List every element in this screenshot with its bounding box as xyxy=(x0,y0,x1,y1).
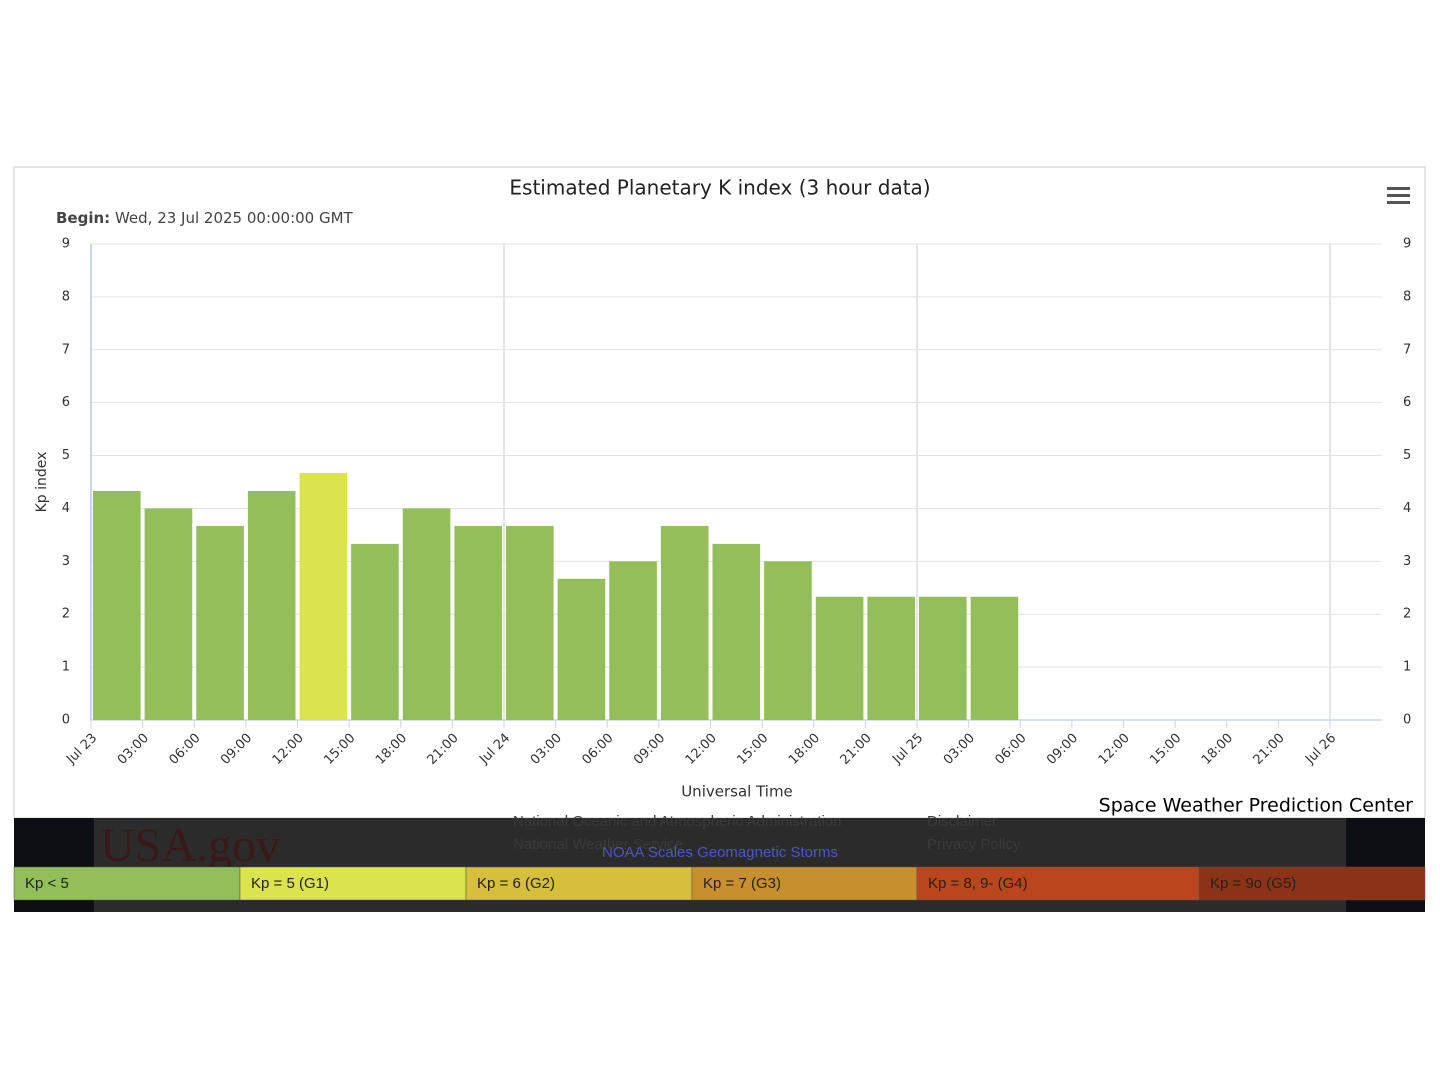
footer-link[interactable]: National Weather Service xyxy=(513,836,683,853)
legend-swatch xyxy=(1198,866,1426,901)
subtitle-label: Begin: xyxy=(56,209,110,227)
legend-item: Kp = 5 (G1) xyxy=(239,866,467,901)
y2-tick-label: 0 xyxy=(1403,713,1411,728)
bar xyxy=(196,525,244,720)
bar xyxy=(609,561,657,720)
legend-label: Kp = 5 (G1) xyxy=(251,875,329,892)
y-tick-label: 7 xyxy=(62,342,70,357)
footer-link[interactable]: National Oceanic and Atmospheric Adminis… xyxy=(513,813,842,830)
bar xyxy=(557,578,606,720)
y2-tick-label: 4 xyxy=(1403,501,1411,516)
bar xyxy=(712,543,761,720)
bar xyxy=(454,525,502,720)
y2-tick-label: 9 xyxy=(1403,237,1411,252)
bar xyxy=(402,508,451,720)
legend-item: Kp = 7 (G3) xyxy=(691,866,918,901)
y-tick-label: 3 xyxy=(62,554,70,569)
footer-link[interactable]: Disclaimer xyxy=(927,813,997,830)
y-axis-title: Kp index xyxy=(34,452,50,513)
y-tick-label: 0 xyxy=(62,713,70,728)
bar xyxy=(970,596,1019,720)
menu-bar xyxy=(1387,187,1410,190)
bar xyxy=(506,525,554,720)
menu-bar xyxy=(1387,194,1410,197)
bar xyxy=(764,561,812,720)
bar xyxy=(919,596,967,720)
y-tick-label: 5 xyxy=(62,448,70,463)
legend-swatch xyxy=(13,866,241,901)
y-tick-label: 2 xyxy=(62,607,70,622)
bar xyxy=(247,490,296,720)
y2-tick-label: 8 xyxy=(1403,289,1411,304)
legend-item: Kp < 5 xyxy=(13,866,241,901)
legend-label: Kp = 7 (G3) xyxy=(703,875,781,892)
footer-logo: USA.gov xyxy=(100,819,280,872)
legend-item: Kp = 9o (G5) xyxy=(1198,866,1426,901)
legend-label: Kp = 9o (G5) xyxy=(1210,875,1296,892)
menu-bar xyxy=(1387,201,1410,204)
y-tick-label: 1 xyxy=(62,660,70,675)
legend-label: Kp = 8, 9- (G4) xyxy=(928,875,1028,892)
y2-tick-label: 5 xyxy=(1403,448,1411,463)
chart-title: Estimated Planetary K index (3 hour data… xyxy=(509,176,930,200)
y-tick-label: 8 xyxy=(62,289,70,304)
legend-item: Kp = 8, 9- (G4) xyxy=(916,866,1200,901)
y2-tick-label: 6 xyxy=(1403,395,1411,410)
footer-link[interactable]: Privacy Policy xyxy=(927,836,1021,853)
y-tick-label: 6 xyxy=(62,395,70,410)
menu-button[interactable] xyxy=(1387,187,1410,204)
y-tick-label: 4 xyxy=(62,501,70,516)
y2-tick-label: 2 xyxy=(1403,607,1411,622)
bar xyxy=(144,508,193,720)
scales-title: NOAA Scales Geomagnetic Storms xyxy=(602,844,838,861)
chart-subtitle: Begin: Wed, 23 Jul 2025 00:00:00 GMT xyxy=(56,209,354,227)
bar xyxy=(660,525,709,720)
x-axis-title: Universal Time xyxy=(681,783,793,801)
bar xyxy=(867,596,915,720)
credits: Space Weather Prediction Center xyxy=(1099,795,1414,817)
legend-swatch xyxy=(239,866,467,901)
y2-tick-label: 1 xyxy=(1403,660,1411,675)
bar xyxy=(815,596,864,720)
subtitle-text: Wed, 23 Jul 2025 00:00:00 GMT xyxy=(115,209,354,227)
y2-tick-label: 7 xyxy=(1403,342,1411,357)
bar xyxy=(93,490,141,720)
bar xyxy=(299,473,348,720)
legend-label: Kp = 6 (G2) xyxy=(477,875,555,892)
legend-label: Kp < 5 xyxy=(25,875,69,892)
y2-tick-label: 3 xyxy=(1403,554,1411,569)
y-tick-label: 9 xyxy=(62,237,70,252)
bar xyxy=(351,543,399,720)
legend-item: Kp = 6 (G2) xyxy=(465,866,693,901)
legend-swatch xyxy=(465,866,693,901)
